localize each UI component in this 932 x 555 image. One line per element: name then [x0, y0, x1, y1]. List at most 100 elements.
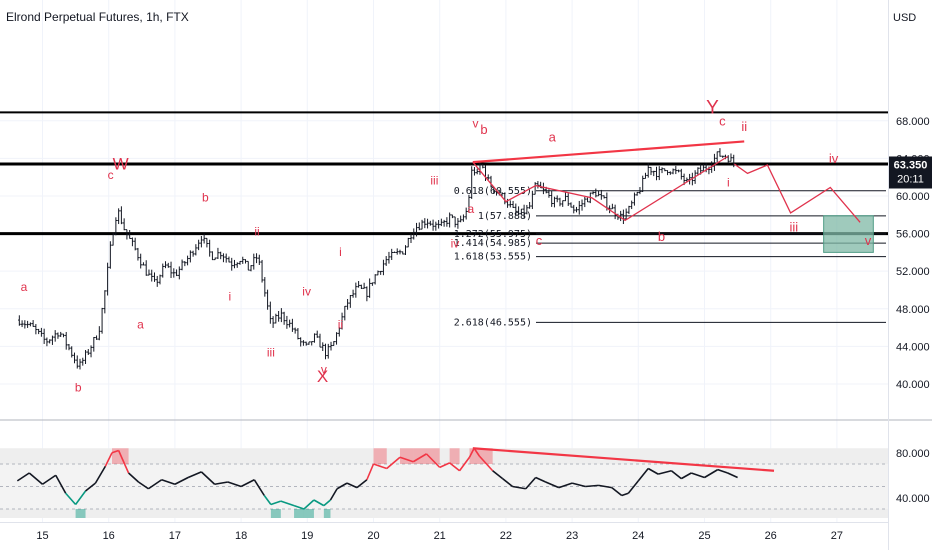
time-tick-label: 17: [169, 530, 181, 542]
rsi-line-segment: [558, 482, 573, 489]
rsi-line-segment: [117, 450, 130, 474]
rsi-tick-label: 80.000: [896, 448, 930, 460]
wave-label: a: [21, 280, 28, 294]
rsi-line-segment: [74, 490, 87, 505]
rsi-line-segment: [174, 476, 189, 485]
price-tick-label: 52.000: [896, 266, 930, 278]
last-price-tag: 63.350 20:11: [889, 156, 932, 189]
rsi-line-segment: [253, 479, 265, 496]
wave-label: v: [472, 116, 478, 130]
rsi-overbought-zone: [474, 448, 480, 464]
wave-label: W: [113, 155, 129, 174]
rsi-line-segment: [28, 472, 44, 485]
time-tick-label: 22: [500, 530, 512, 542]
chart-title: Elrond Perpetual Futures, 1h, FTX: [6, 10, 189, 24]
target-zone-box: [823, 215, 874, 253]
wave-label: c: [108, 168, 114, 182]
rsi-line-segment: [525, 476, 537, 490]
time-tick-label: 20: [367, 530, 379, 542]
last-price-tag-box: [889, 156, 932, 189]
wave-label: iii: [267, 346, 275, 360]
rsi-line-segment: [313, 499, 325, 507]
rsi-line-segment: [356, 479, 368, 489]
time-tick-label: 23: [566, 530, 578, 542]
rsi-overbought-zone: [118, 448, 129, 464]
rsi-lower-band: [0, 509, 888, 518]
resistance-trendline: [472, 140, 745, 164]
wave-label: a: [549, 129, 557, 144]
fib-level-label: 1.414(54.985): [454, 238, 532, 249]
candles: [18, 148, 736, 370]
rsi-overbought-zone: [426, 448, 440, 464]
wave-label: iv: [302, 285, 311, 299]
rsi-line-segment: [399, 456, 414, 463]
wave-label: c: [536, 233, 543, 248]
fib-level-label: 1.272(55.975): [454, 229, 532, 240]
rsi-line-segment: [200, 471, 216, 485]
wave-label: b: [480, 122, 487, 137]
rsi-line-segment: [128, 472, 140, 483]
wave-label: c: [719, 113, 726, 128]
wave-label: ii: [338, 318, 343, 332]
price-tick-label: 40.000: [896, 379, 930, 391]
rsi-line-segment: [468, 447, 475, 458]
rsi-line-segment: [303, 499, 315, 510]
currency-label: USD: [893, 12, 916, 24]
rsi-line-segment: [412, 453, 427, 463]
rsi-line-segment: [637, 467, 649, 482]
wave-label: ii: [254, 224, 259, 238]
rsi-line-segment: [621, 492, 629, 497]
rsi-line-segment: [717, 468, 728, 474]
rsi-pane: [16, 447, 775, 518]
rsi-line-segment: [138, 481, 149, 490]
wave-label: v: [865, 233, 872, 248]
rsi-divergence-trendline: [472, 447, 775, 472]
rsi-overbought-zone: [413, 448, 427, 464]
rsi-line-segment: [227, 481, 242, 488]
rsi-line-segment: [571, 482, 586, 488]
fib-level-label: 1.618(53.555): [454, 252, 532, 263]
rsi-line-segment: [492, 470, 504, 480]
rsi-overbought-zone: [449, 448, 460, 464]
rsi-line-segment: [323, 499, 331, 507]
time-axis[interactable]: 15 16 17 18 19 20 21 22 23 24 25 26 27: [36, 530, 843, 542]
wave-label: b: [202, 191, 209, 205]
rsi-oversold-zone: [75, 509, 86, 518]
wave-label: X: [317, 367, 328, 386]
rsi-line-segment: [502, 477, 514, 488]
rsi-upper-band: [0, 448, 888, 464]
wave-label: ii: [741, 119, 747, 134]
rsi-line-segment: [111, 449, 119, 454]
price-tick-label: 56.000: [896, 229, 930, 241]
rsi-line-segment: [42, 474, 57, 485]
time-tick-label: 26: [765, 530, 777, 542]
rsi-axis[interactable]: 80.000 40.000: [896, 448, 930, 505]
rsi-oversold-zone: [270, 509, 281, 518]
rsi-line-segment: [373, 463, 387, 470]
rsi-line-segment: [598, 484, 612, 489]
time-tick-label: 16: [103, 530, 115, 542]
time-tick-label: 25: [698, 530, 710, 542]
wave-label: iii: [430, 174, 438, 188]
rsi-line-segment: [458, 456, 471, 472]
wave-label: i: [339, 245, 342, 259]
wave-label: i: [727, 176, 730, 190]
target-zone: [823, 215, 874, 253]
rsi-line-segment: [473, 447, 481, 457]
rsi-line-segment: [214, 481, 228, 486]
rsi-line-segment: [611, 486, 623, 497]
price-tick-label: 68.000: [896, 116, 930, 128]
wave-structure-line: [472, 155, 729, 222]
rsi-line-segment: [263, 495, 272, 505]
time-tick-label: 18: [235, 530, 247, 542]
rsi-line-segment: [478, 455, 494, 472]
wave-label: b: [658, 229, 665, 244]
rsi-line-segment: [187, 471, 202, 479]
rsi-line-segment: [346, 482, 358, 489]
wave-label: iii: [790, 220, 799, 235]
fib-extension: 0.618(60.555) 1(57.888) 1.272(55.975)1.414…: [454, 186, 886, 328]
rsi-line-segment: [270, 500, 282, 506]
